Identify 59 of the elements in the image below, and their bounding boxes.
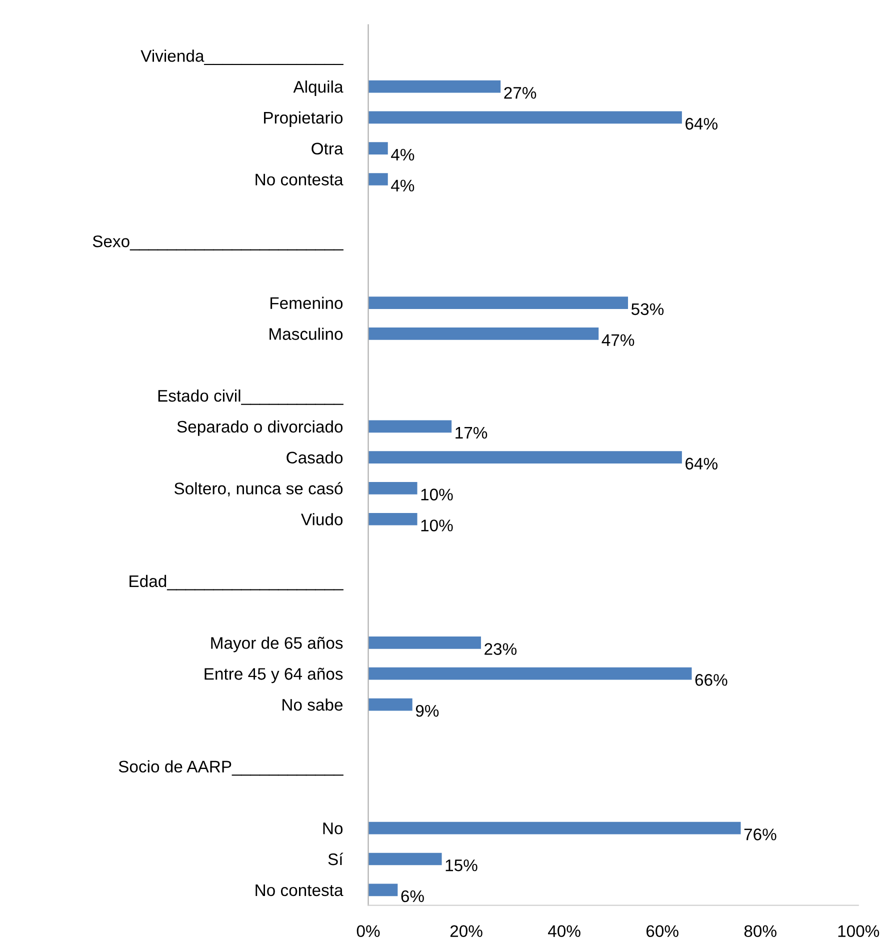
bar	[368, 698, 412, 711]
bar	[368, 142, 388, 155]
bar	[368, 667, 692, 680]
data-label: 64%	[686, 118, 718, 130]
data-label: 66%	[695, 674, 728, 686]
y-tick-label: Propietario	[264, 111, 343, 127]
data-label: 27%	[504, 86, 536, 99]
y-tick-label: No contesta	[256, 884, 344, 896]
data-label: 47%	[602, 334, 634, 346]
y-tick-label: Femenino	[270, 296, 343, 310]
data-label: 23%	[484, 643, 517, 655]
bar	[368, 111, 682, 124]
x-tick-label: 80%	[744, 925, 776, 938]
x-tick-label: 100%	[838, 925, 880, 938]
y-tick-label: Mayor de 65 años	[211, 636, 343, 652]
bar	[368, 512, 418, 526]
bar	[368, 852, 442, 866]
x-tick-label: 0%	[356, 925, 380, 938]
y-tick-label: Sí	[328, 852, 344, 866]
bar	[368, 328, 599, 340]
data-label: 10%	[421, 520, 453, 532]
y-tick-label: Estado civil___________	[158, 389, 344, 405]
data-label: 76%	[744, 828, 776, 840]
data-label: 9%	[416, 704, 439, 717]
y-tick-label: Sexo_______________________	[92, 235, 344, 250]
data-label: 53%	[631, 303, 664, 316]
data-label: 6%	[401, 890, 424, 902]
bar	[368, 482, 418, 494]
bar	[368, 173, 388, 186]
y-tick-label: Otra	[312, 142, 344, 155]
x-tick-label: 40%	[548, 925, 580, 938]
y-tick-label: No sabe	[282, 698, 343, 711]
data-label: 10%	[421, 488, 453, 500]
y-tick-label: Separado o divorciado	[177, 420, 343, 436]
y-tick-label: Edad___________________	[130, 574, 344, 590]
bar	[368, 80, 501, 93]
y-tick-label: Entre 45 y 64 años	[204, 668, 343, 684]
y-tick-label: No contesta	[256, 174, 344, 186]
y-tick-label: Viudo	[300, 513, 343, 526]
data-label: 15%	[446, 860, 478, 872]
data-label: 64%	[686, 458, 718, 470]
data-label: 4%	[391, 148, 414, 161]
bar	[368, 296, 628, 310]
data-label: 4%	[391, 180, 414, 192]
bar	[368, 420, 452, 433]
x-tick-label: 60%	[646, 925, 678, 938]
y-tick-label: Vivienda_______________	[140, 50, 344, 65]
y-tick-label: Casado	[286, 451, 343, 464]
y-tick-label: Alquila	[293, 80, 344, 96]
x-tick-label: 20%	[450, 925, 482, 938]
bar	[368, 451, 682, 464]
y-tick-label: Masculino	[270, 328, 343, 340]
bar	[368, 822, 741, 834]
y-tick-label: Socio de AARP____________	[118, 760, 344, 776]
bar	[368, 884, 398, 896]
bar	[368, 636, 481, 649]
data-label: 17%	[456, 426, 488, 439]
y-tick-label: No	[323, 822, 343, 834]
y-tick-label: Soltero, nunca se casó	[174, 482, 343, 496]
